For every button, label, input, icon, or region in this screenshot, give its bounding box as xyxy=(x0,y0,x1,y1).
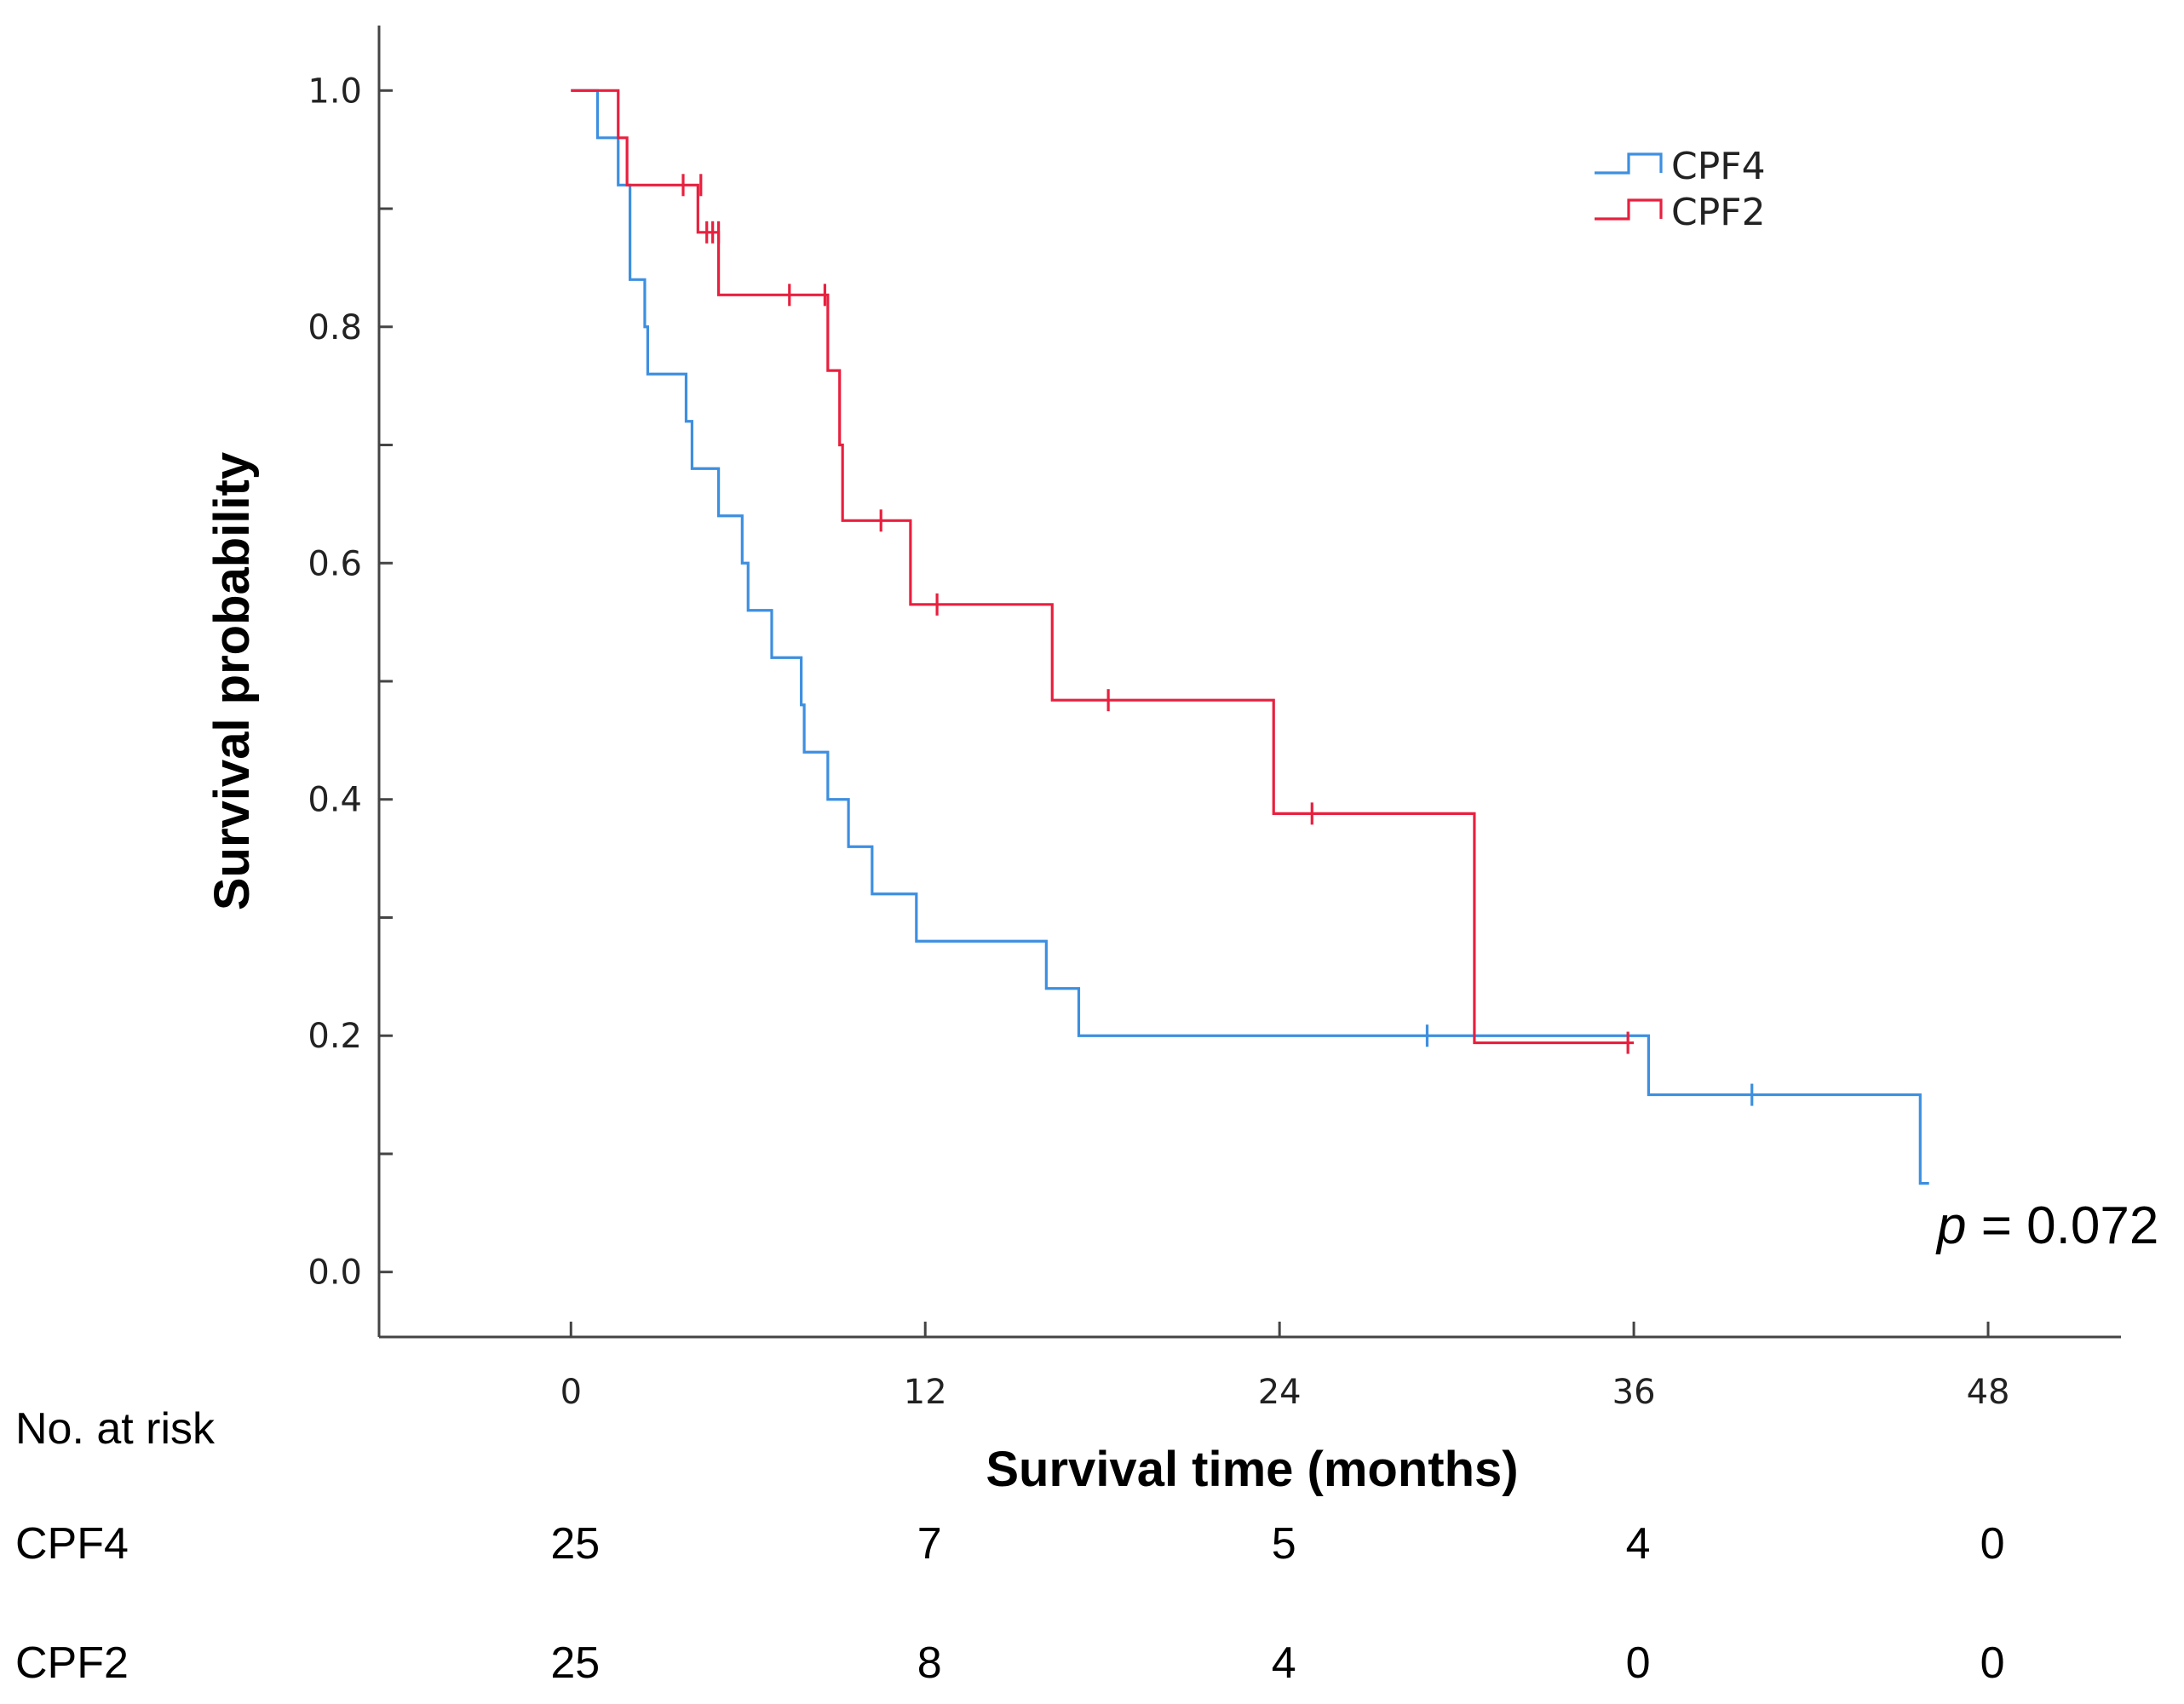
y-tick-label: 1.0 xyxy=(307,72,362,111)
p-value: p = 0.072 xyxy=(1935,1196,2158,1255)
y-axis-title: Survival probability xyxy=(204,452,260,910)
y-tick-label: 0.4 xyxy=(307,781,362,820)
risk-row-label: CPF4 xyxy=(15,1519,129,1569)
series-line-cpf2 xyxy=(571,89,1635,1045)
x-tick-label: 24 xyxy=(1258,1373,1302,1412)
risk-count: 7 xyxy=(917,1519,942,1569)
risk-count: 4 xyxy=(1626,1519,1651,1569)
series-group xyxy=(571,89,1929,1185)
x-tick-label: 48 xyxy=(1967,1373,2010,1412)
x-axis-title: Survival time (months) xyxy=(986,1442,1518,1497)
y-tick-label: 0.0 xyxy=(307,1254,362,1293)
y-tick-label: 0.8 xyxy=(307,308,362,347)
risk-count: 25 xyxy=(550,1638,600,1688)
risk-count: 25 xyxy=(550,1519,600,1569)
risk-count: 8 xyxy=(917,1638,942,1688)
axis-ticks: 0.0 0.2 0.4 0.6 0.8 1.0 0 12 24 36 48 xyxy=(307,72,2009,1412)
risk-count: 5 xyxy=(1272,1519,1296,1569)
risk-table: No. at risk CPF4 25 7 5 4 0 CPF2 25 8 4 0 0 xyxy=(15,1404,2004,1688)
x-tick-label: 0 xyxy=(560,1373,582,1412)
x-tick-label: 36 xyxy=(1612,1373,1656,1412)
p-value-text: = 0.072 xyxy=(1966,1196,2158,1255)
risk-table-title: No. at risk xyxy=(15,1404,216,1454)
risk-count: 4 xyxy=(1272,1638,1296,1688)
risk-count: 0 xyxy=(1980,1519,2005,1569)
legend-label-cpf4: CPF4 xyxy=(1671,145,1766,188)
risk-row-label: CPF2 xyxy=(15,1638,129,1688)
p-value-symbol: p xyxy=(1935,1196,1966,1255)
x-tick-label: 12 xyxy=(904,1373,947,1412)
risk-count: 0 xyxy=(1980,1638,2005,1688)
series-line-cpf4 xyxy=(571,89,1929,1185)
legend-swatch-cpf2 xyxy=(1595,198,1663,221)
y-tick-label: 0.6 xyxy=(307,544,362,583)
legend-swatch-cpf4 xyxy=(1595,152,1663,175)
legend-label-cpf2: CPF2 xyxy=(1671,191,1766,234)
axes xyxy=(377,26,2121,1339)
y-tick-label: 0.2 xyxy=(307,1017,362,1056)
risk-count: 0 xyxy=(1626,1638,1651,1688)
